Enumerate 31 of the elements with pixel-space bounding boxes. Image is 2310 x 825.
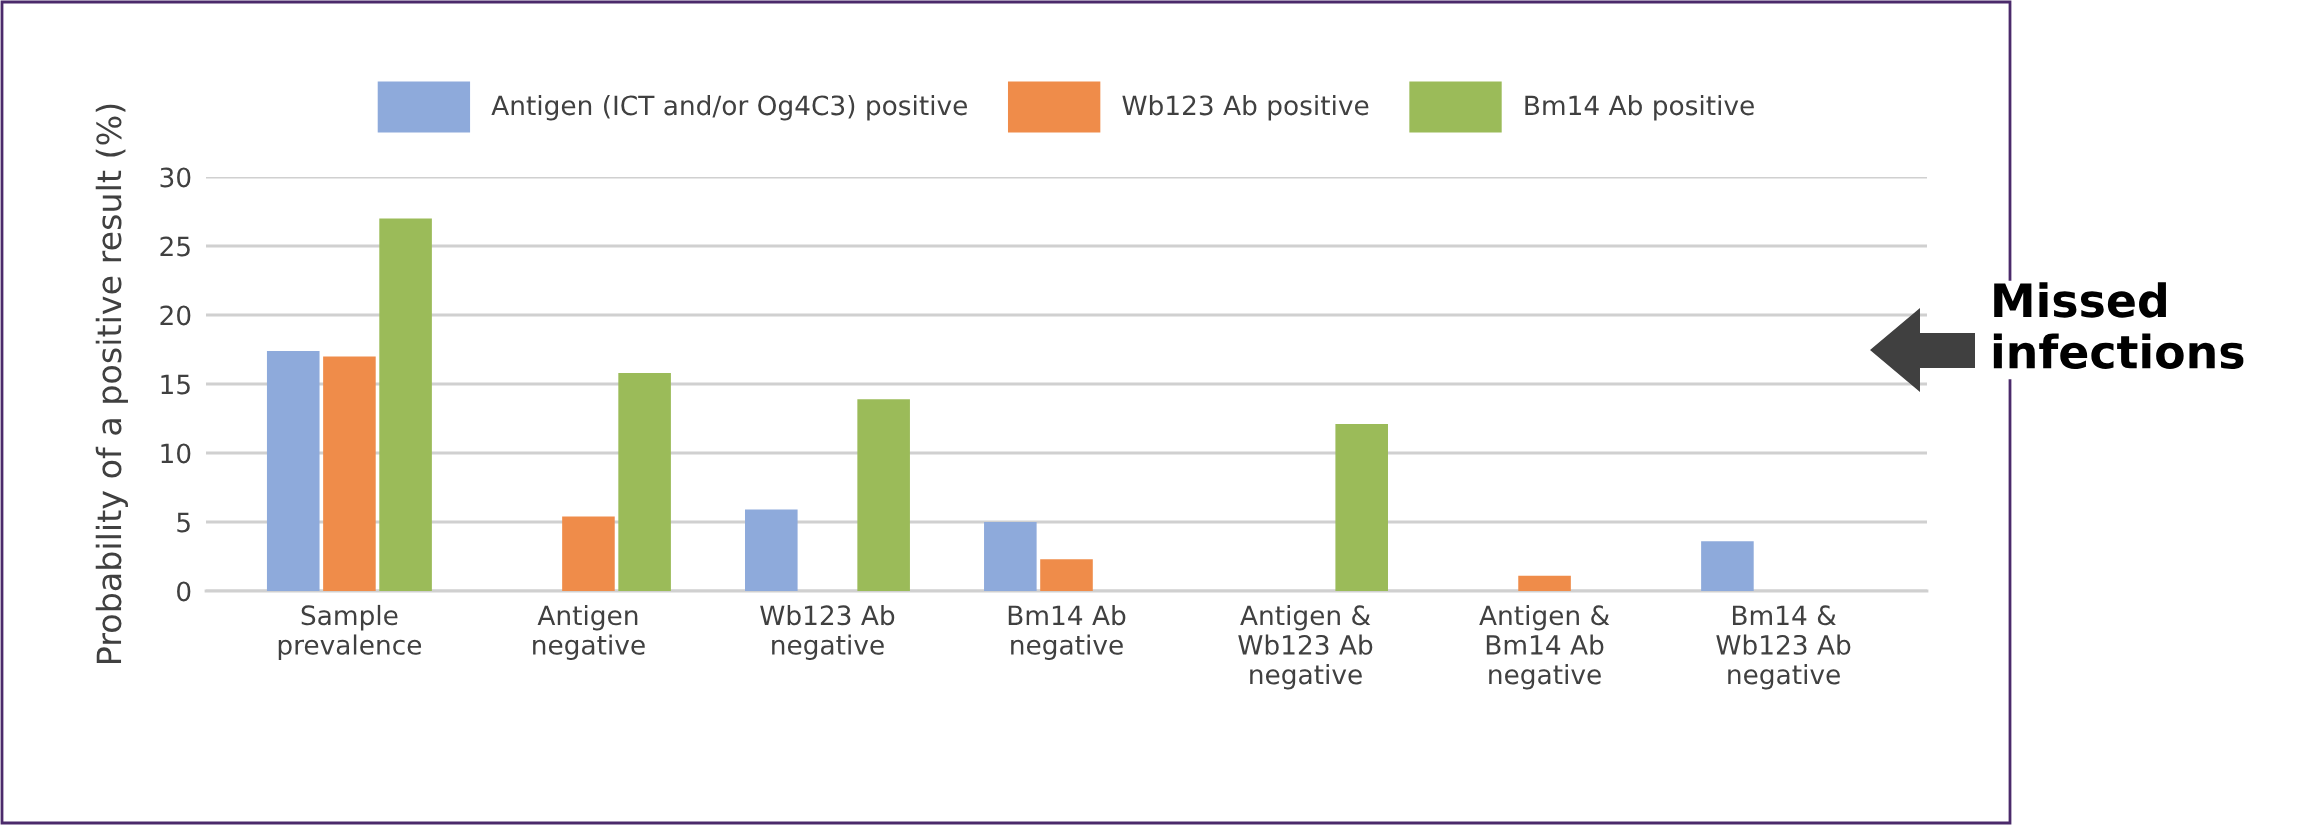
bar [857,399,910,591]
y-tick-label: 5 [177,512,190,533]
bar [1701,541,1754,591]
legend-label: Bm14 Ab positive [1525,94,1754,121]
x-tick-label: Antigen & Bm14 Ab negative [1479,604,1610,690]
y-tick-label: 25 [160,236,190,257]
legend-label: Wb123 Ab positive [1122,94,1369,121]
bar [618,372,671,591]
bar [562,516,615,591]
bar [323,356,376,591]
x-tick-label: Bm14 & Wb123 Ab negative [1716,605,1851,690]
bar [984,522,1037,591]
x-tick-label: Bm14 Ab negative [1008,604,1126,660]
y-tick-label: 0 [177,581,191,602]
y-tick-label: 20 [160,305,191,326]
x-tick-label: Wb123 Ab negative [760,604,895,660]
bar [1335,424,1388,591]
y-tick-label: 30 [160,167,191,188]
bar [1518,575,1571,591]
x-tick-label: Antigen negative [533,604,645,660]
bar [1040,559,1093,591]
bar [379,218,432,591]
x-tick-label: Sample prevalence [278,604,422,660]
legend-label: Antigen (ICT and/or Og4C3) positive [491,94,967,121]
y-axis-title: Probability of a positive result (%) [95,104,128,663]
y-tick-label: 15 [161,374,190,395]
y-tick-label: 10 [161,443,191,464]
x-tick-label: Antigen & Wb123 Ab negative [1238,604,1373,690]
bar [266,350,320,591]
text: Missed infections [1993,282,2244,369]
bar [745,509,798,591]
